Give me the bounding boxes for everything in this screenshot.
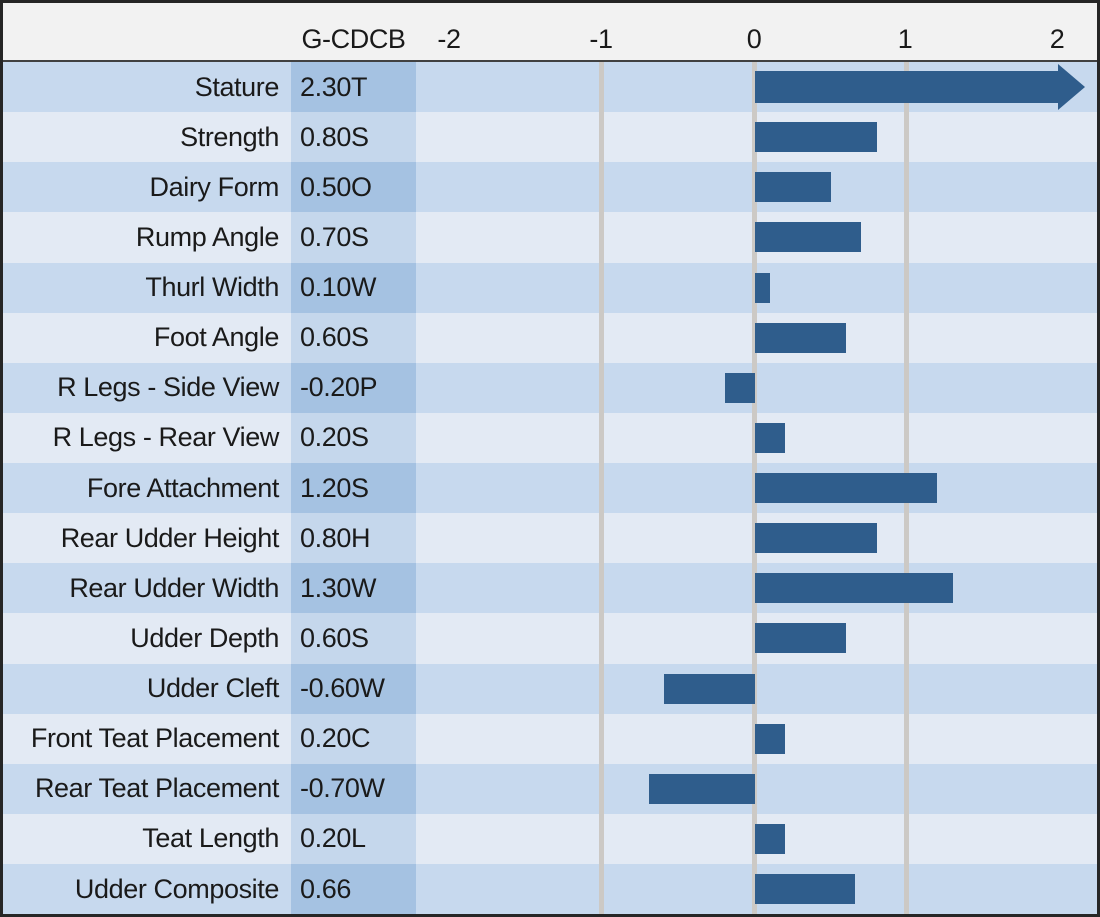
trait-value: 0.20L: [291, 813, 416, 864]
trait-value: 0.80S: [291, 112, 416, 163]
axis-tick-label-neg2: -2: [437, 24, 461, 54]
trait-bar-track: [416, 714, 1097, 764]
axis-tick-label-neg1: -1: [589, 24, 613, 54]
trait-value: -0.20P: [291, 362, 416, 413]
trait-value: -0.60W: [291, 663, 416, 714]
trait-label: Fore Attachment: [86, 472, 280, 503]
trait-label: Front Teat Placement: [30, 723, 280, 754]
axis-tick-label-pos1: 1: [897, 24, 913, 54]
trait-value: 0.50O: [291, 162, 416, 213]
value-column-header: G-CDCB: [301, 24, 406, 54]
trait-label: Rump Angle: [135, 221, 279, 252]
trait-value: 2.30T: [291, 62, 416, 113]
trait-bar: [725, 372, 755, 403]
trait-bar-track: [416, 313, 1097, 363]
trait-value: -0.70W: [291, 763, 416, 814]
trait-value: 0.60S: [291, 312, 416, 363]
trait-bar-track: [416, 664, 1097, 714]
trait-bar: [664, 673, 755, 704]
gridline-zero: [752, 62, 757, 914]
trait-label: Teat Length: [142, 823, 279, 854]
trait-label: Udder Composite: [74, 873, 280, 904]
trait-bar-track: [416, 263, 1097, 313]
trait-bar-track: [416, 563, 1097, 613]
trait-label: Rear Udder Width: [69, 572, 279, 603]
table-row: Rear Udder Width 1.30W: [3, 563, 1097, 614]
trait-value: 1.20S: [291, 463, 416, 514]
trait-bar: [755, 523, 877, 554]
trait-bar: [649, 773, 755, 804]
table-row: Foot Angle 0.60S: [3, 312, 1097, 363]
table-row: R Legs - Side View -0.20P: [3, 362, 1097, 413]
table-row: R Legs - Rear View 0.20S: [3, 412, 1097, 463]
trait-value: 0.20C: [291, 713, 416, 764]
trait-bar-track: [416, 463, 1097, 513]
trait-bar: [755, 874, 855, 905]
trait-bar-track: [416, 764, 1097, 814]
table-row: Udder Cleft -0.60W: [3, 663, 1097, 714]
table-row: Front Teat Placement 0.20C: [3, 713, 1097, 764]
trait-label: R Legs - Side View: [57, 372, 279, 403]
trait-bar: [755, 71, 1058, 104]
trait-bar: [755, 222, 861, 253]
table-row: Fore Attachment 1.20S: [3, 463, 1097, 514]
trait-bar-track: [416, 212, 1097, 262]
table-row: Thurl Width 0.10W: [3, 262, 1097, 313]
axis-tick-label-zero: 0: [746, 24, 762, 54]
trait-value: 0.80H: [291, 513, 416, 564]
trait-bar: [755, 272, 770, 303]
trait-label: Rear Teat Placement: [34, 773, 279, 804]
table-row: Rear Udder Height 0.80H: [3, 513, 1097, 564]
trait-value: 0.10W: [291, 262, 416, 313]
trait-value: 1.30W: [291, 563, 416, 614]
trait-bar-track: [416, 112, 1097, 162]
axis-tick-label-pos2: 2: [1049, 24, 1065, 54]
trait-bar-track: [416, 513, 1097, 563]
table-row: Stature 2.30T: [3, 62, 1097, 113]
trait-label: Thurl Width: [145, 272, 279, 303]
trait-value: 0.60S: [291, 613, 416, 664]
trait-bar-track: [416, 363, 1097, 413]
trait-bar: [755, 723, 785, 754]
trait-label: Strength: [180, 121, 279, 152]
trait-label: Rear Udder Height: [60, 522, 280, 553]
trait-bar-track: [416, 413, 1097, 463]
bar-overflow-arrow-icon: [1058, 64, 1085, 111]
trait-bar-track: [416, 814, 1097, 864]
trait-bar: [755, 823, 785, 854]
table-row: Udder Composite 0.66: [3, 864, 1097, 914]
trait-label: Foot Angle: [153, 322, 280, 353]
table-row: Dairy Form 0.50O: [3, 162, 1097, 213]
trait-bar: [755, 623, 846, 654]
trait-bar: [755, 172, 831, 203]
trait-bar: [755, 422, 785, 453]
trait-label: Dairy Form: [149, 171, 280, 202]
trait-value: 0.20S: [291, 412, 416, 463]
chart-rows: Stature 2.30T Strength 0.80S Dairy Form 0.50O…: [3, 62, 1097, 914]
table-row: Strength 0.80S: [3, 112, 1097, 163]
gridline-neg1: [599, 62, 604, 914]
trait-bar-track: [416, 62, 1097, 112]
trait-bar: [755, 473, 937, 504]
trait-bar: [755, 322, 846, 353]
trait-bar: [755, 122, 877, 153]
trait-bar-track: [416, 162, 1097, 212]
table-row: Rump Angle 0.70S: [3, 212, 1097, 263]
chart-header: G-CDCB -2 -1 0 1 2: [3, 3, 1097, 62]
trait-value: 0.70S: [291, 212, 416, 263]
table-row: Rear Teat Placement -0.70W: [3, 763, 1097, 814]
trait-bar-track: [416, 613, 1097, 663]
table-row: Udder Depth 0.60S: [3, 613, 1097, 664]
table-row: Teat Length 0.20L: [3, 813, 1097, 864]
trait-bar: [755, 573, 953, 604]
trait-bar-track: [416, 864, 1097, 914]
trait-label: R Legs - Rear View: [52, 422, 280, 453]
trait-value: 0.66: [291, 864, 416, 914]
trait-label: Stature: [194, 71, 280, 102]
trait-label: Udder Cleft: [146, 673, 280, 704]
trait-label: Udder Depth: [130, 622, 279, 653]
